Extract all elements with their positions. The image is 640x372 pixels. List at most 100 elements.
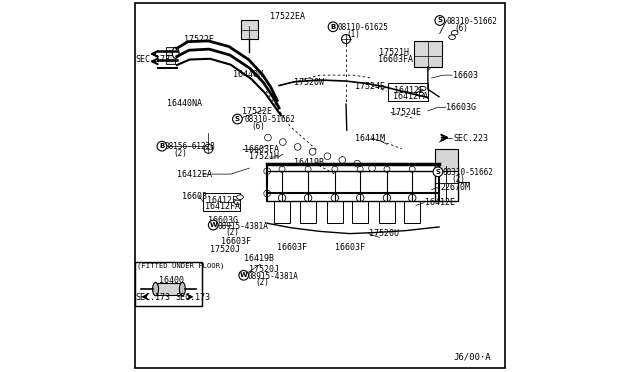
Ellipse shape: [449, 35, 456, 39]
Bar: [166, 47, 175, 56]
Circle shape: [332, 166, 338, 172]
Circle shape: [383, 194, 390, 202]
Text: 16603G: 16603G: [447, 103, 476, 112]
Circle shape: [279, 166, 285, 172]
Text: 16603F: 16603F: [277, 243, 307, 252]
Text: 16419B: 16419B: [244, 254, 274, 263]
Text: 16603: 16603: [453, 71, 478, 80]
Text: 08915-4381A: 08915-4381A: [218, 222, 269, 231]
Bar: [300, 201, 316, 223]
Text: 16441M: 16441M: [355, 134, 385, 143]
Text: 22670M: 22670M: [441, 183, 471, 192]
Text: S: S: [235, 116, 240, 122]
Text: 16440NA: 16440NA: [168, 99, 202, 108]
Text: W: W: [209, 222, 217, 228]
Ellipse shape: [172, 47, 179, 58]
Bar: [379, 201, 395, 223]
Circle shape: [209, 220, 218, 230]
Circle shape: [369, 165, 376, 171]
Circle shape: [204, 144, 213, 153]
Text: 16419B: 16419B: [294, 158, 324, 167]
Circle shape: [357, 166, 363, 172]
Text: 08310-51662: 08310-51662: [442, 169, 493, 177]
Bar: [274, 201, 290, 223]
Ellipse shape: [451, 31, 458, 35]
Text: (2): (2): [173, 149, 188, 158]
Circle shape: [435, 16, 445, 25]
Text: (6): (6): [454, 24, 468, 33]
Text: SEC.223: SEC.223: [453, 134, 488, 143]
Circle shape: [433, 167, 443, 177]
Ellipse shape: [237, 195, 243, 199]
Bar: [435, 166, 458, 201]
Ellipse shape: [179, 282, 186, 296]
Text: 08156-61228: 08156-61228: [164, 142, 216, 151]
Circle shape: [264, 190, 271, 197]
Text: J6/00·A: J6/00·A: [454, 353, 491, 362]
Text: 16603F: 16603F: [221, 237, 251, 246]
Text: 17520W: 17520W: [294, 78, 324, 87]
Bar: [388, 83, 428, 101]
Circle shape: [436, 190, 442, 197]
Text: (2): (2): [225, 228, 239, 237]
Text: 08110-61625: 08110-61625: [338, 23, 388, 32]
Circle shape: [324, 153, 331, 160]
Bar: [203, 193, 240, 211]
Text: SEC.173: SEC.173: [136, 293, 171, 302]
Text: 16603FA: 16603FA: [378, 55, 413, 64]
Text: 17521H: 17521H: [379, 48, 409, 57]
Text: 16400: 16400: [159, 276, 184, 285]
Text: (1): (1): [347, 30, 361, 39]
Circle shape: [264, 134, 271, 141]
Text: 17524E: 17524E: [355, 82, 385, 91]
Circle shape: [305, 194, 312, 202]
Text: S: S: [437, 17, 442, 23]
Circle shape: [356, 194, 364, 202]
Ellipse shape: [152, 282, 159, 296]
Circle shape: [328, 22, 338, 32]
Text: 17522E: 17522E: [184, 35, 214, 44]
Text: 08915-4381A: 08915-4381A: [248, 272, 298, 280]
Circle shape: [342, 35, 351, 44]
Text: S: S: [435, 169, 440, 175]
Text: (2): (2): [255, 278, 269, 287]
Text: B: B: [330, 24, 335, 30]
Circle shape: [354, 160, 360, 167]
Bar: [404, 201, 420, 223]
Text: 16603G: 16603G: [207, 216, 237, 225]
Text: 16440N: 16440N: [232, 70, 262, 79]
Ellipse shape: [234, 200, 241, 205]
Text: 16603F: 16603F: [335, 243, 365, 252]
Text: 17524E: 17524E: [390, 108, 420, 117]
Text: (6): (6): [251, 122, 265, 131]
Bar: [413, 41, 442, 67]
Text: 08310-51662: 08310-51662: [447, 17, 497, 26]
Text: 17522E: 17522E: [242, 107, 272, 116]
Text: W: W: [240, 272, 248, 278]
Circle shape: [278, 194, 286, 202]
Text: 16412F: 16412F: [394, 86, 424, 94]
Circle shape: [157, 141, 167, 151]
Text: 17520U: 17520U: [369, 229, 399, 238]
Circle shape: [408, 194, 416, 202]
Text: 16603: 16603: [182, 192, 207, 201]
Circle shape: [331, 194, 339, 202]
Ellipse shape: [419, 86, 426, 91]
Text: 17520J: 17520J: [211, 245, 240, 254]
Circle shape: [232, 114, 243, 124]
Bar: [135, 262, 202, 306]
Bar: [166, 55, 175, 64]
Text: 08310-51662: 08310-51662: [244, 115, 295, 124]
Text: B: B: [159, 143, 164, 149]
Text: 16412EA: 16412EA: [177, 170, 212, 179]
Text: SEC.173: SEC.173: [175, 293, 210, 302]
Bar: [352, 201, 369, 223]
Text: SEC.173: SEC.173: [136, 55, 171, 64]
Text: 17521H: 17521H: [250, 153, 279, 161]
Text: (2): (2): [451, 175, 465, 184]
Text: 16412FA: 16412FA: [205, 202, 241, 211]
Circle shape: [384, 166, 390, 172]
Ellipse shape: [416, 92, 424, 96]
Circle shape: [239, 270, 248, 280]
Bar: [326, 201, 343, 223]
